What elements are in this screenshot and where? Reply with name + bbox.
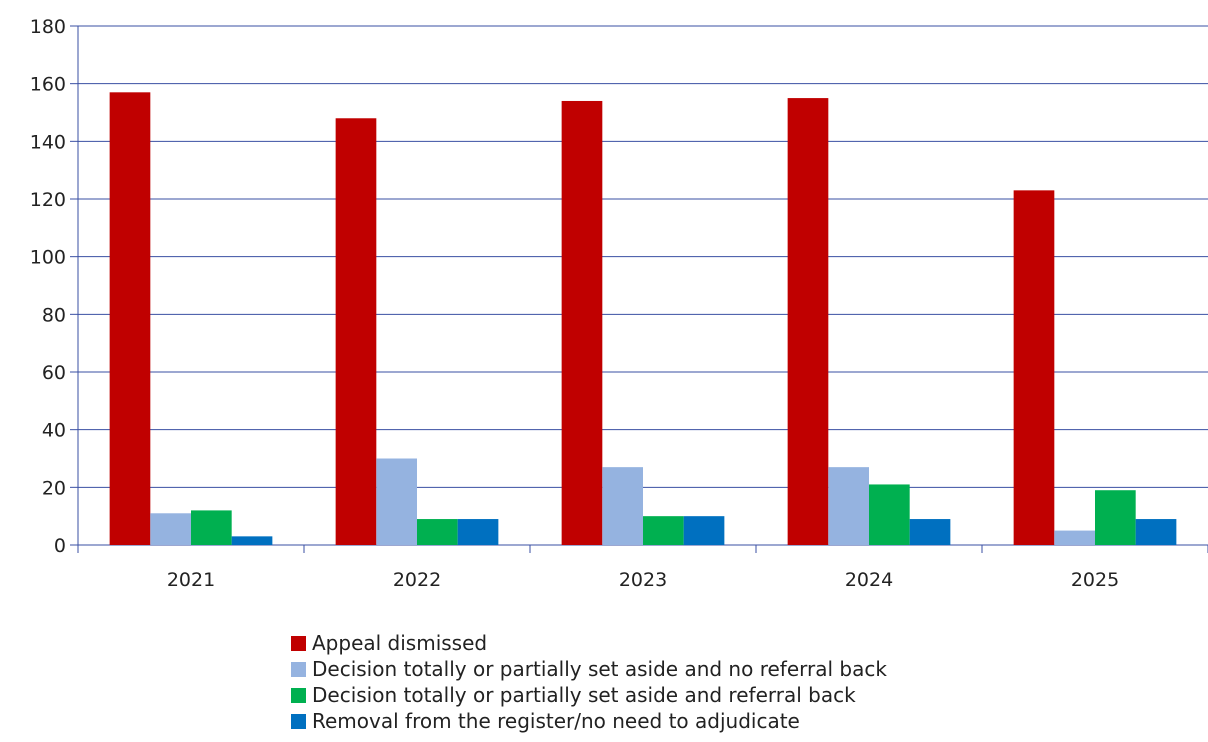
bar — [828, 467, 869, 545]
x-axis-ticks: 2021 2022 2023 2024 2025 — [77, 545, 1208, 591]
y-tick-label: 140 — [30, 131, 66, 153]
bars — [109, 92, 1177, 546]
bar — [683, 516, 725, 545]
bar — [787, 98, 829, 545]
y-tick-label: 0 — [54, 535, 66, 557]
y-tick-label: 20 — [42, 477, 66, 499]
y-tick-label: 180 — [30, 16, 66, 38]
bar — [1095, 490, 1136, 545]
y-tick-label: 40 — [42, 420, 66, 442]
bar — [869, 484, 910, 545]
x-tick-label: 2024 — [845, 569, 893, 591]
bar — [1135, 519, 1177, 545]
x-tick-label: 2021 — [167, 569, 215, 591]
bar — [376, 458, 417, 545]
bar — [335, 118, 377, 546]
x-tick-label: 2023 — [619, 569, 667, 591]
legend-swatch — [291, 635, 306, 651]
bar — [1054, 530, 1095, 545]
legend-swatch — [291, 661, 306, 677]
legend-item: Decision totally or partially set aside … — [291, 682, 887, 708]
bar — [561, 100, 603, 545]
bar — [150, 513, 191, 545]
bar — [1013, 190, 1055, 545]
bar — [417, 519, 458, 545]
y-tick-label: 80 — [42, 304, 66, 326]
gridlines — [78, 25, 1208, 488]
legend-label: Removal from the register/no need to adj… — [312, 709, 800, 733]
bar — [231, 536, 273, 545]
legend-label: Appeal dismissed — [312, 631, 488, 655]
y-tick-label: 60 — [42, 362, 66, 384]
legend-swatch — [291, 713, 306, 729]
legend-swatch — [291, 687, 306, 703]
y-tick-label: 160 — [30, 74, 66, 96]
legend-item: Appeal dismissed — [291, 630, 887, 656]
bar — [602, 467, 643, 545]
y-tick-label: 120 — [30, 189, 66, 211]
legend-item: Decision totally or partially set aside … — [291, 656, 887, 682]
legend-item: Removal from the register/no need to adj… — [291, 708, 887, 734]
x-tick-label: 2022 — [393, 569, 441, 591]
bar — [909, 519, 951, 545]
legend-label: Decision totally or partially set aside … — [312, 683, 856, 707]
legend-label: Decision totally or partially set aside … — [312, 657, 887, 681]
y-axis-ticks: 0 20 40 60 80 100 120 140 160 180 — [30, 16, 78, 557]
legend: Appeal dismissed Decision totally or part… — [291, 630, 887, 734]
bar — [109, 92, 151, 546]
bar — [457, 519, 499, 545]
x-tick-label: 2025 — [1071, 569, 1119, 591]
bar — [643, 516, 684, 545]
y-tick-label: 100 — [30, 247, 66, 269]
bar — [191, 510, 232, 545]
